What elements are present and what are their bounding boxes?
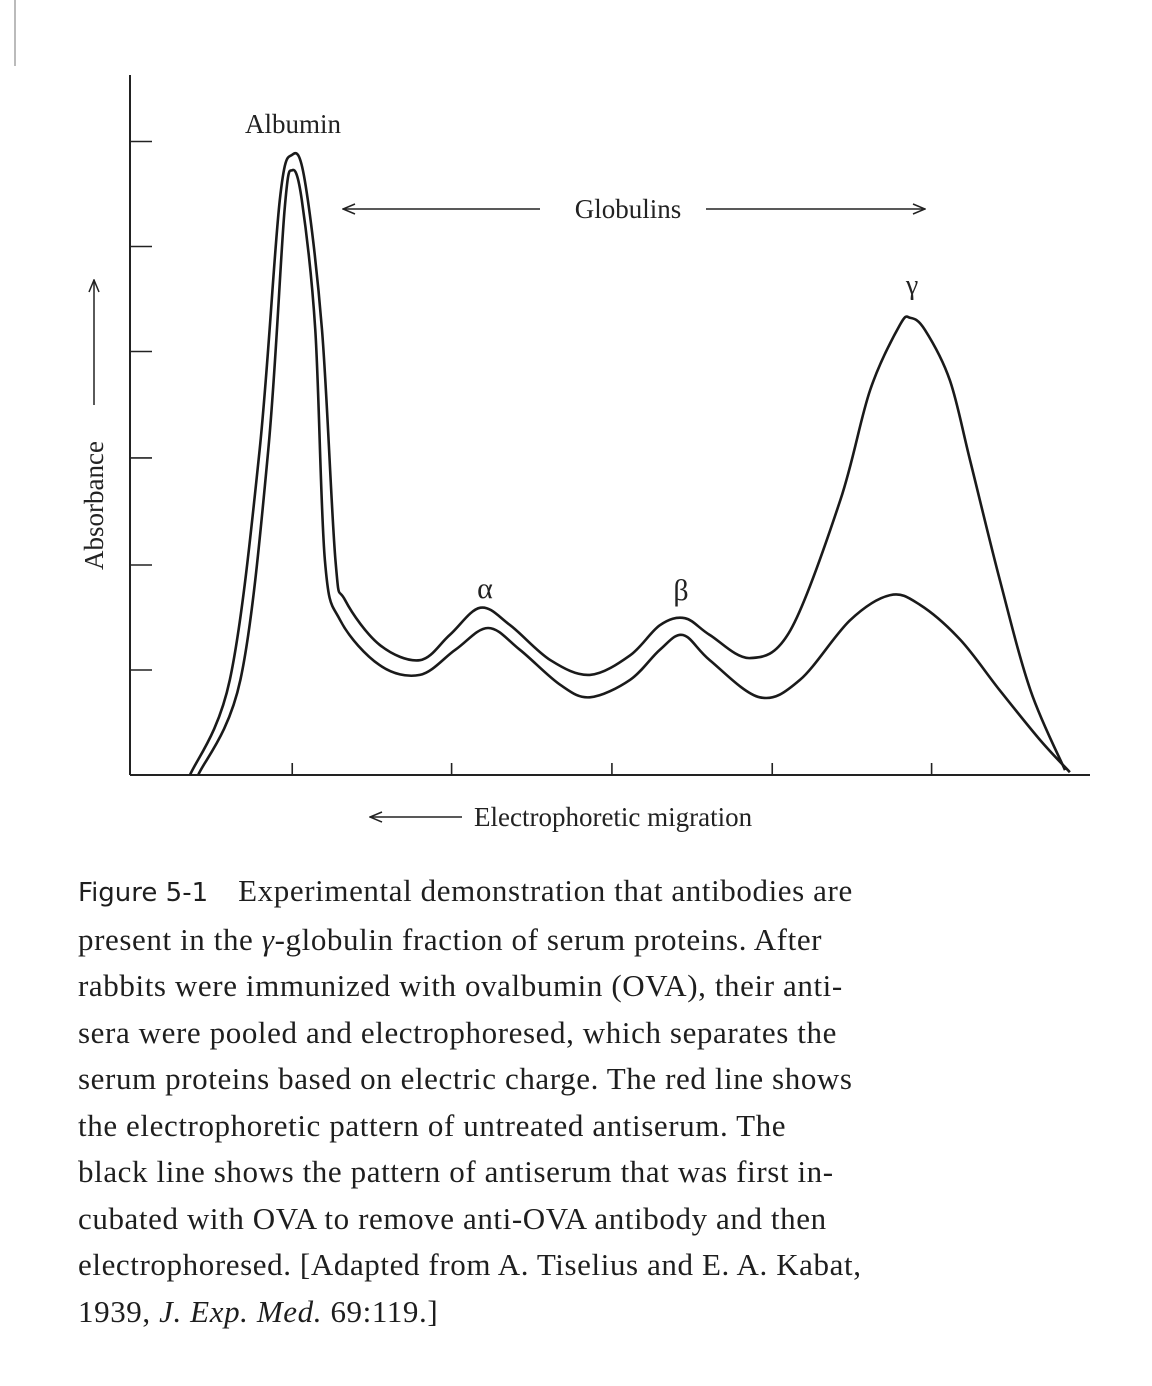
caption-line: 1939, J. Exp. Med. 69:119.] — [78, 1289, 1138, 1336]
annotation-globulins: Globulins — [575, 194, 682, 224]
caption-line: Figure 5-1 Experimental demonstration tha… — [78, 868, 1138, 917]
caption-text: sera were pooled and electrophoresed, wh… — [78, 1014, 837, 1050]
caption-text: -globulin fraction of serum proteins. Af… — [274, 921, 823, 957]
caption-line: sera were pooled and electrophoresed, wh… — [78, 1010, 1138, 1057]
caption-line: the electrophoretic pattern of untreated… — [78, 1103, 1138, 1150]
series-line-untreated — [188, 151, 1067, 776]
caption-text: electrophoresed. [Adapted from A. Tiseli… — [78, 1247, 862, 1282]
caption-text: cubated with OVA to remove anti-OVA anti… — [78, 1200, 827, 1236]
caption-line: electrophoresed. [Adapted from A. Tiseli… — [78, 1242, 1138, 1289]
caption-text: Experimental demonstration that antibodi… — [238, 873, 853, 908]
scan-edge — [14, 0, 16, 66]
annotation-gamma: γ — [905, 270, 918, 301]
caption-line: present in the γ-globulin fraction of se… — [78, 917, 1138, 964]
caption-text: rabbits were immunized with ovalbumin (O… — [78, 968, 843, 1003]
caption-text: black line shows the pattern of antiseru… — [78, 1154, 834, 1189]
x-axis-label: Electrophoretic migration — [474, 802, 753, 832]
chart: Albumin Globulins γ α β Absorbance Elect… — [79, 75, 1090, 832]
caption-text: γ — [261, 921, 275, 957]
caption-line: black line shows the pattern of antiseru… — [78, 1149, 1138, 1196]
caption-text: serum proteins based on electric charge.… — [78, 1061, 853, 1096]
caption-text: 69:119.] — [322, 1293, 439, 1329]
y-axis-label: Absorbance — [79, 441, 109, 570]
caption-text: 1939, — [78, 1293, 160, 1329]
caption-text: the electrophoretic pattern of untreated… — [78, 1107, 787, 1143]
caption-line: serum proteins based on electric charge.… — [78, 1056, 1138, 1103]
figure-caption: Figure 5-1 Experimental demonstration tha… — [78, 868, 1138, 1335]
caption-line: cubated with OVA to remove anti-OVA anti… — [78, 1196, 1138, 1243]
series-line-ova-treated — [196, 168, 1071, 776]
annotation-alpha: α — [477, 572, 493, 605]
annotation-beta: β — [673, 574, 688, 607]
caption-text: J. Exp. Med. — [159, 1293, 323, 1329]
figure-label: Figure 5-1 — [78, 878, 209, 908]
caption-text: present in the — [78, 921, 262, 957]
caption-line: rabbits were immunized with ovalbumin (O… — [78, 963, 1138, 1010]
annotation-albumin: Albumin — [245, 109, 342, 139]
